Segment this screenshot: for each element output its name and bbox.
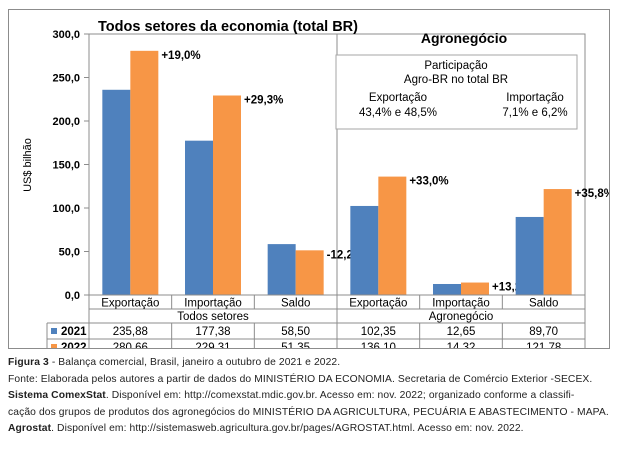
legend-label: 2022 (61, 342, 87, 348)
variation-label: +35,8% (575, 188, 609, 200)
caption-line-2: Fonte: Elaborada pelos autores a partir … (8, 373, 593, 385)
bar-2021 (515, 216, 544, 295)
table-value: 177,38 (195, 326, 230, 338)
table-value: 58,50 (281, 326, 310, 338)
caption-line-4: cação dos grupos de produtos dos agroneg… (8, 406, 609, 418)
bar-2022 (543, 189, 572, 295)
bar-2021 (267, 244, 296, 295)
group-label: Todos setores (177, 311, 249, 323)
category-label: Exportação (101, 298, 159, 310)
variation-label: +33,0% (409, 176, 448, 188)
table-value: 14,32 (447, 342, 476, 348)
bar-chart: 0,0 50,0 100,0 150,0 200,0 250,0 300,0 US$ bilh… (22, 19, 609, 348)
source-name-agrostat: Agrostat (8, 423, 52, 435)
source-text-comexstat: . Disponível em: http://comexstat.mdic.g… (105, 390, 575, 402)
variation-label: +19,0% (161, 50, 200, 62)
participation-export-label: Exportação (369, 92, 427, 104)
legend-swatch (51, 344, 57, 348)
y-tick-label: 100,0 (52, 203, 80, 215)
y-tick-label: 50,0 (59, 247, 80, 259)
bar-2021 (185, 140, 213, 295)
y-tick-label: 150,0 (52, 160, 80, 172)
table-value: 229,31 (195, 342, 230, 348)
category-label: Saldo (281, 298, 310, 310)
caption-line-1: Figura 3 - Balança comercial, Brasil, ja… (8, 355, 614, 372)
table-value: 280,66 (113, 342, 148, 348)
category-label: Importação (432, 298, 490, 310)
y-tick-label: 300,0 (52, 29, 80, 41)
figure-label: Figura 3 (8, 357, 49, 368)
figure-title: - Balança comercial, Brasil, janeiro a o… (48, 357, 341, 368)
y-tick-label: 200,0 (52, 116, 80, 128)
table-value: 51,35 (281, 342, 310, 348)
y-axis-label: US$ bilhão (22, 138, 34, 192)
section-title-total: Todos setores da economia (total BR) (98, 19, 358, 35)
table-value: 12,65 (447, 326, 476, 338)
participation-title-1: Participação (424, 60, 487, 72)
caption-line-3: Sistema ComexStat. Disponível em: http:/… (8, 388, 614, 405)
participation-box (335, 54, 578, 130)
bar-2021 (350, 205, 379, 295)
group-label: Agronegócio (429, 311, 494, 323)
caption-line-5: Agrostat. Disponível em: http://sistemas… (8, 421, 614, 438)
chart-frame: 0,0 50,0 100,0 150,0 200,0 250,0 300,0 US$ bilh… (8, 9, 610, 349)
bar-2021 (433, 283, 461, 295)
participation-export-value: 43,4% e 48,5% (359, 107, 437, 119)
y-tick-label: 0,0 (65, 290, 80, 302)
bar-2022 (295, 250, 324, 295)
table-value: 235,88 (113, 326, 148, 338)
table-value: 89,70 (529, 326, 558, 338)
bar-2021 (102, 89, 131, 296)
bar-2022 (130, 50, 159, 295)
variation-label: +29,3% (244, 95, 283, 107)
section-title-agro: Agronegócio (421, 30, 507, 46)
category-label: Saldo (529, 298, 558, 310)
bar-2022 (213, 95, 241, 295)
figure-caption: Figura 3 - Balança comercial, Brasil, ja… (8, 355, 614, 438)
table-value: 136,10 (361, 342, 396, 348)
source-name-comexstat: Sistema ComexStat (8, 390, 106, 402)
category-label: Importação (184, 298, 242, 310)
category-label: Exportação (349, 298, 407, 310)
table-value: 102,35 (361, 326, 396, 338)
participation-import-label: Importação (506, 92, 564, 104)
y-tick-label: 250,0 (52, 73, 80, 85)
bar-2022 (378, 176, 407, 295)
participation-import-value: 7,1% e 6,2% (502, 107, 567, 119)
participation-title-2: Agro-BR no total BR (404, 74, 508, 86)
table-value: 121,78 (526, 342, 561, 348)
bar-2022 (461, 282, 489, 295)
legend-swatch (51, 328, 57, 334)
legend-label: 2021 (61, 326, 87, 338)
source-text-agrostat: . Disponível em: http://sistemasweb.agri… (51, 423, 524, 435)
